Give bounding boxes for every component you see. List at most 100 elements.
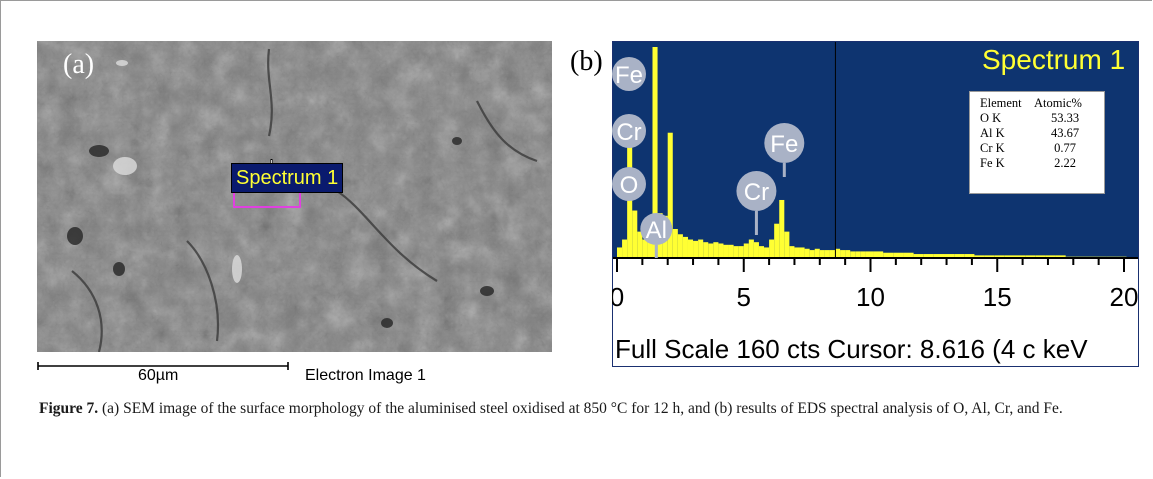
element-cell: Cr K [980,141,1005,155]
spectrum-bar [984,255,995,258]
spectrum-bar [840,250,846,258]
spectrum-bar [784,231,790,258]
spectrum-bar [944,254,955,258]
spectrum-bar [974,255,985,258]
peak-label: Al [646,217,667,244]
peak-marker: Fe [764,123,805,177]
atomic-header: Atomic% [1034,96,1082,110]
sem-surface-texture [37,41,552,352]
spectrum-label: Spectrum 1 [231,163,344,193]
element-cell: Al K [980,126,1005,140]
peak-marker: O [612,167,646,201]
sem-image: (a) Spectrum 1 [37,41,552,352]
spectrum-bar [994,255,1005,258]
spectrum-bar [1045,255,1056,258]
x-tick-label: 20 [1110,282,1139,312]
element-header: Element [980,96,1022,110]
spectrum-bar [667,132,673,258]
spectrum-bar [933,254,945,258]
spectrum-bar [804,248,810,258]
spectrum-bar [708,243,714,258]
spectrum-bar [883,252,894,258]
peak-marker: Fe [612,57,646,91]
spectrum-bar [964,254,975,258]
spectrum-bar [677,234,683,258]
peak-marker: Al [640,213,673,258]
table-row: Fe K 2.22 [980,156,1098,171]
spectrum-bar [682,236,688,258]
spectrum-bar [728,244,734,258]
spectrum-bar [758,246,765,258]
peak-bubble [612,57,646,91]
x-tick-label: 10 [856,282,885,312]
electron-image-label: Electron Image 1 [305,367,426,384]
figure-caption: Figure 7. (a) SEM image of the surface m… [39,398,1139,419]
peak-bubble [612,167,646,201]
spectrum-bar [893,252,904,258]
spectrum-bar [753,242,759,258]
spectrum-bar [809,250,815,258]
peak-label: Cr [616,119,641,146]
eds-spectrum-title: Spectrum 1 [982,44,1126,75]
spectrum-bar [835,248,841,258]
table-row: Cr K 0.77 [980,141,1098,156]
spectrum-bar [642,239,648,258]
spectrum-bar [764,247,770,258]
spectrum-bar [850,251,856,258]
spectrum-bar [723,244,729,258]
spectrum-bar [814,248,820,258]
value-cell: 0.77 [1054,141,1076,155]
element-table: Element Atomic% O K 53.33 Al K 43.67 Cr … [969,91,1105,194]
spectrum-bar [774,223,780,258]
spectrum-bar [789,246,795,258]
x-tick-label: 5 [737,282,751,312]
element-cell: O K [980,111,1002,125]
value-cell: 2.22 [1054,156,1076,170]
peak-label: Fe [615,62,643,89]
spectrum-bar [693,240,699,258]
spectrum-bar [860,251,866,258]
peak-label: Cr [744,179,769,206]
peak-label: Fe [770,131,798,158]
spectrum-bar [923,254,934,258]
x-tick-label: 0 [612,282,624,312]
spectrum-bar [845,250,851,258]
panel-b-label: (b) [570,46,603,77]
spectrum-bar [632,210,638,258]
eds-footer: Full Scale 160 cts Cursor: 8.616 (4 c ke… [615,334,1088,364]
caption-text: (a) SEM image of the surface morphology … [98,400,1063,417]
spectrum-bar [819,250,825,258]
x-tick-label: 15 [983,282,1012,312]
table-row: Al K 43.67 [980,126,1098,141]
eds-spectrum-chart: 0 5 10 15 20 Fe Cr O Al Fe Cr Full Scale 160 cts … [610,40,1140,368]
spectrum-bar [713,242,719,258]
spectrum-bar [733,246,739,258]
spectrum-bar [1014,255,1026,258]
peak-marker: Cr [612,114,646,148]
spectrum-bar [913,254,924,258]
spectrum-bar [622,239,628,258]
spectrum-bar [829,250,836,258]
peak-marker: Cr [736,171,777,235]
spectrum-bar [1035,255,1046,258]
scale-bar [37,362,289,370]
spectrum-bar [824,250,830,258]
value-cell: 43.67 [1050,126,1080,140]
spectrum-bar [672,228,678,258]
table-row: O K 53.33 [980,111,1098,126]
spectrum-bar [799,247,805,258]
spectrum-bar [718,243,724,258]
caption-prefix: Figure 7. [39,400,99,417]
spectrum-bar [687,239,694,258]
spectrum-bar [637,231,643,258]
spectrum-bar [769,239,775,258]
spectrum-bar [738,246,744,258]
spectrum-bar [698,239,704,258]
spectrum-bar [1004,255,1015,258]
value-cell: 53.33 [1050,111,1080,125]
spectrum-bar [743,243,749,258]
peak-bubble [640,213,673,245]
spectrum-bar [873,251,884,258]
spectrum-bar [703,242,709,258]
